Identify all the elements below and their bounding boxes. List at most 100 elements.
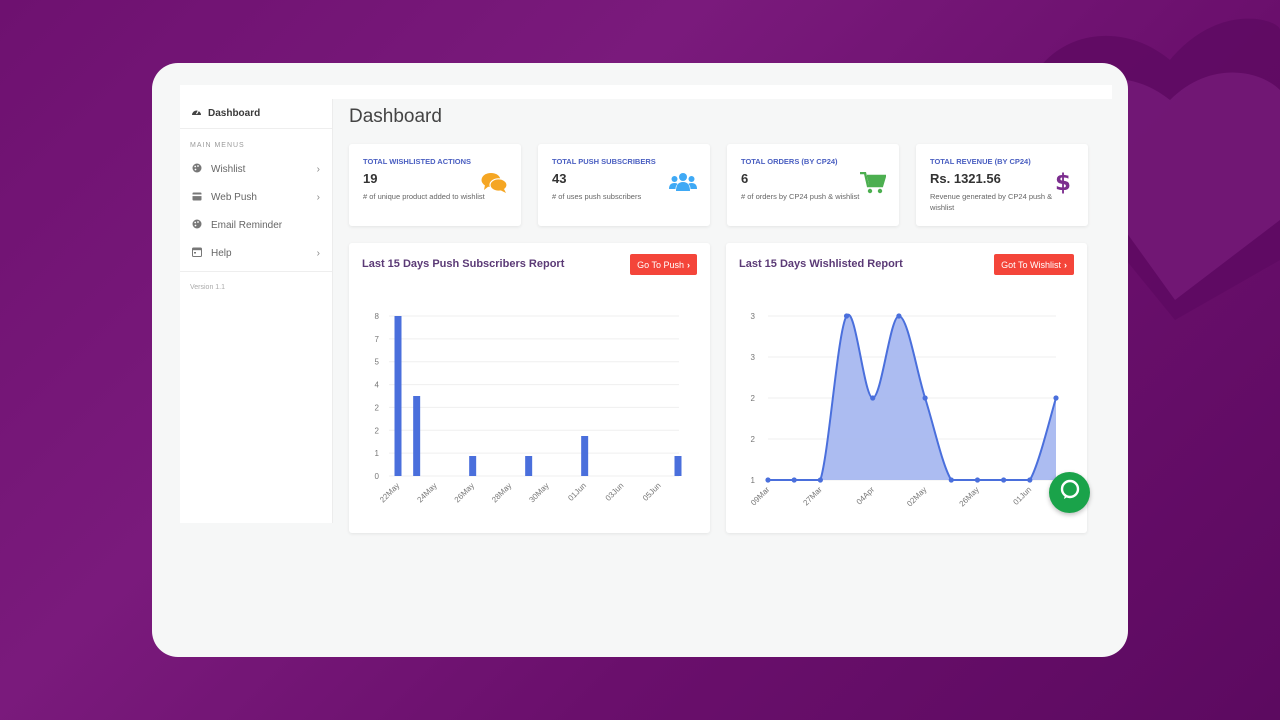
page-title: Dashboard: [349, 106, 442, 127]
chat-widget-button[interactable]: [1049, 472, 1090, 513]
sidebar-item-label: Web Push: [211, 191, 257, 203]
sidebar-dashboard-label: Dashboard: [208, 108, 261, 119]
panel-title: Last 15 Days Push Subscribers Report: [362, 258, 565, 270]
stat-card-wishlisted: TOTAL WISHLISTED ACTIONS 19 # of unique …: [349, 144, 521, 226]
calendar-icon: [192, 247, 206, 259]
go-to-wishlist-button[interactable]: Got To Wishlist ›: [994, 254, 1074, 275]
data-point: [948, 477, 954, 483]
dashboard-gauge-icon: [191, 107, 202, 120]
stat-card-revenue: TOTAL REVENUE (BY CP24) Rs. 1321.56 Reve…: [916, 144, 1088, 226]
cart-icon: [860, 171, 887, 199]
data-point: [974, 477, 981, 483]
y-tick-label: 0: [375, 472, 380, 481]
version-label: Version 1.1: [190, 284, 226, 291]
card-value: 43: [552, 171, 567, 186]
x-tick-label: 26May: [958, 485, 981, 508]
y-tick-label: 2: [751, 435, 756, 444]
x-tick-label: 01Jun: [1011, 485, 1033, 507]
panel-title: Last 15 Days Wishlisted Report: [739, 258, 903, 270]
x-tick-label: 26May: [453, 481, 476, 504]
data-point: [1027, 477, 1033, 483]
x-tick-label: 30May: [527, 481, 550, 504]
x-tick-label: 02May: [905, 485, 928, 508]
y-tick-label: 1: [751, 476, 756, 485]
data-point: [765, 477, 771, 483]
data-point: [1053, 395, 1059, 401]
bar: [469, 456, 477, 476]
stat-card-orders: TOTAL ORDERS (BY CP24) 6 # of orders by …: [727, 144, 899, 226]
y-tick-label: 4: [375, 381, 380, 390]
stats-cards: TOTAL WISHLISTED ACTIONS 19 # of unique …: [349, 144, 1096, 226]
sidebar-item-dashboard[interactable]: Dashboard: [180, 99, 332, 129]
y-tick-label: 2: [375, 403, 380, 412]
x-tick-label: 03Jun: [604, 481, 626, 503]
card-description: # of unique product added to wishlist: [363, 192, 485, 201]
chevron-right-icon: ›: [1064, 259, 1067, 270]
y-tick-label: 5: [375, 358, 380, 367]
sidebar-item-label: Email Reminder: [211, 219, 283, 231]
card-icon: [192, 192, 206, 203]
chevron-right-icon: ›: [316, 163, 320, 175]
card-description: Revenue generated by CP24 push & wishlis…: [930, 192, 1053, 212]
data-point: [870, 395, 876, 401]
push-subscribers-panel: Last 15 Days Push Subscribers Report Go …: [349, 243, 710, 533]
data-point: [1001, 477, 1007, 483]
sidebar: Dashboard MAIN MENUS Wishlist › Web Push…: [180, 99, 333, 523]
x-tick-label: 27Mar: [801, 485, 824, 508]
card-description: # of orders by CP24 push & wishlist: [741, 192, 860, 201]
data-point: [896, 313, 902, 319]
wishlisted-panel: Last 15 Days Wishlisted Report Got To Wi…: [726, 243, 1087, 533]
go-to-push-button[interactable]: Go To Push ›: [630, 254, 697, 275]
bar: [581, 436, 589, 476]
bar: [525, 456, 533, 476]
y-tick-label: 3: [751, 312, 756, 321]
bar: [413, 396, 421, 476]
area-fill: [768, 314, 1056, 480]
sidebar-item-help[interactable]: Help ›: [180, 239, 332, 267]
sidebar-item-wishlist[interactable]: Wishlist ›: [180, 155, 332, 183]
bar: [394, 316, 402, 476]
sidebar-item-label: Wishlist: [211, 163, 246, 175]
data-point: [817, 477, 823, 483]
app-window: Dashboard MAIN MENUS Wishlist › Web Push…: [180, 99, 1112, 533]
main-content: Dashboard TOTAL WISHLISTED ACTIONS 19 # …: [333, 99, 1112, 533]
x-tick-label: 24May: [415, 481, 438, 504]
sidebar-item-web-push[interactable]: Web Push ›: [180, 183, 332, 211]
push-subscribers-bar-chart: 0 1 2 2 4 5 7 8 22May 24May 26May 28May 30May 01Jun 03…: [375, 312, 682, 504]
palette-icon: [192, 219, 206, 231]
wishlisted-area-chart: 1 2 2 3 3 09Mar 27Mar 04Apr 02May 26May 01Jun: [749, 312, 1059, 508]
card-title: TOTAL REVENUE (BY CP24): [930, 157, 1031, 166]
card-value: Rs. 1321.56: [930, 171, 1001, 186]
top-bar: [180, 85, 1112, 99]
y-tick-label: 1: [375, 449, 380, 458]
card-value: 6: [741, 171, 749, 186]
data-point: [922, 395, 928, 401]
button-label: Got To Wishlist: [1001, 259, 1061, 270]
y-tick-label: 2: [375, 426, 380, 435]
bar: [674, 456, 682, 476]
users-icon: [669, 172, 697, 197]
chevron-right-icon: ›: [687, 259, 690, 270]
y-tick-label: 2: [751, 394, 756, 403]
y-tick-label: 7: [375, 335, 380, 344]
sidebar-section-heading: MAIN MENUS: [190, 142, 245, 149]
data-point: [843, 313, 850, 319]
palette-icon: [192, 163, 206, 175]
chevron-right-icon: ›: [316, 247, 320, 259]
x-tick-label: 28May: [490, 481, 513, 504]
sidebar-divider: [180, 271, 332, 272]
x-tick-label: 01Jun: [566, 481, 588, 503]
card-title: TOTAL ORDERS (BY CP24): [741, 157, 838, 166]
x-tick-label: 05Jun: [641, 481, 663, 503]
screenshot-frame: Dashboard MAIN MENUS Wishlist › Web Push…: [152, 63, 1128, 657]
y-tick-label: 3: [751, 353, 756, 362]
card-title: TOTAL WISHLISTED ACTIONS: [363, 157, 472, 166]
button-label: Go To Push: [637, 259, 684, 270]
sidebar-item-email-reminder[interactable]: Email Reminder: [180, 211, 332, 239]
y-tick-label: 8: [375, 312, 380, 321]
card-title: TOTAL PUSH SUBSCRIBERS: [552, 157, 656, 166]
card-value: 19: [363, 171, 378, 186]
sidebar-item-label: Help: [211, 247, 232, 259]
stat-card-subscribers: TOTAL PUSH SUBSCRIBERS 43 # of uses push…: [538, 144, 710, 226]
x-tick-label: 22May: [378, 481, 401, 504]
